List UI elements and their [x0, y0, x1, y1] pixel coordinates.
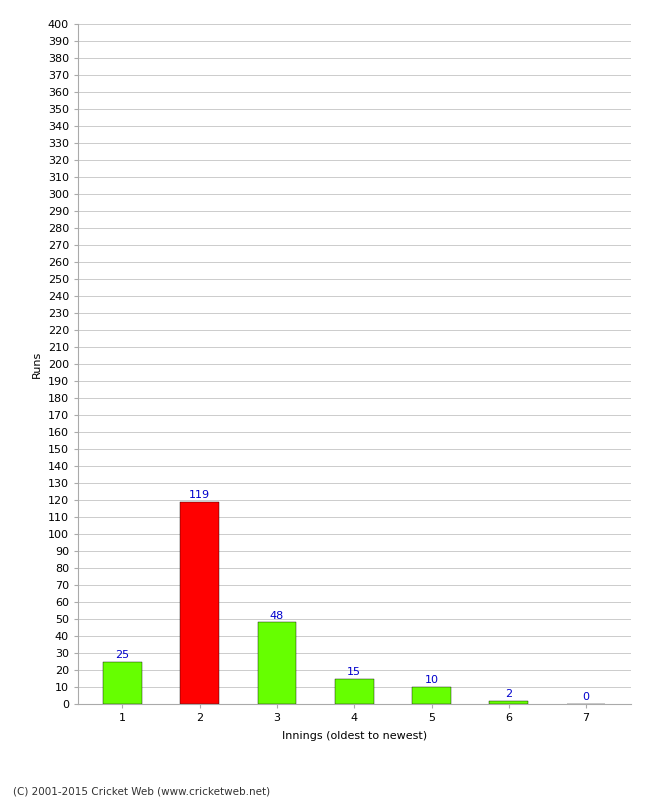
Text: 48: 48: [270, 610, 284, 621]
Bar: [335, 678, 374, 704]
Bar: [412, 687, 451, 704]
Bar: [257, 622, 296, 704]
Text: 2: 2: [505, 689, 512, 699]
Text: 119: 119: [189, 490, 210, 500]
Bar: [103, 662, 142, 704]
Text: (C) 2001-2015 Cricket Web (www.cricketweb.net): (C) 2001-2015 Cricket Web (www.cricketwe…: [13, 786, 270, 796]
Text: 15: 15: [347, 667, 361, 677]
Bar: [181, 502, 219, 704]
Text: 0: 0: [582, 692, 590, 702]
Text: 10: 10: [424, 675, 439, 686]
Bar: [489, 701, 528, 704]
Text: 25: 25: [115, 650, 129, 660]
X-axis label: Innings (oldest to newest): Innings (oldest to newest): [281, 731, 427, 742]
Y-axis label: Runs: Runs: [32, 350, 42, 378]
